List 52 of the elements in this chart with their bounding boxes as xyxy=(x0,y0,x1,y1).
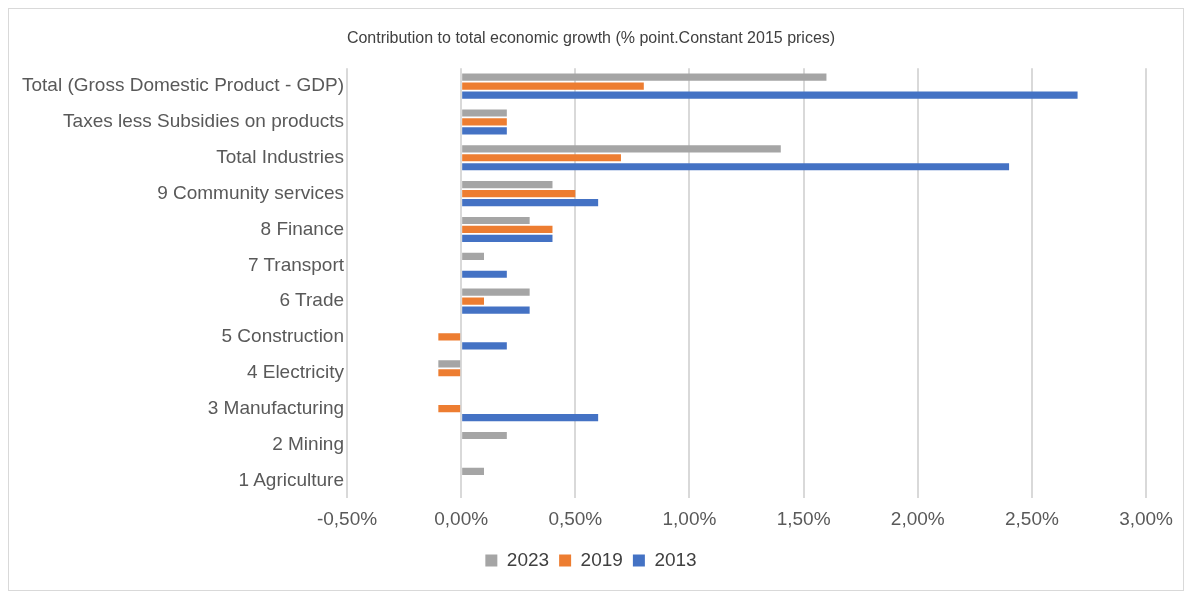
y-tick-label: 7 Transport xyxy=(247,253,345,275)
bar xyxy=(462,91,1078,99)
bar xyxy=(438,405,461,413)
bar xyxy=(438,369,461,377)
bar xyxy=(462,288,530,296)
y-tick-label: Total (Gross Domestic Product - GDP) xyxy=(21,74,345,96)
bar xyxy=(462,225,553,234)
legend-label: 2013 xyxy=(654,548,697,570)
bar xyxy=(462,270,507,278)
bar xyxy=(462,297,484,305)
y-tick-label: 4 Electricity xyxy=(246,361,345,383)
x-tick-label: 2,50% xyxy=(1004,507,1059,529)
bar xyxy=(462,198,599,207)
x-tick-label: 0,50% xyxy=(548,507,603,529)
legend-label: 2023 xyxy=(506,548,550,570)
bar xyxy=(438,333,461,341)
bar xyxy=(438,360,461,368)
bar xyxy=(462,163,1010,171)
bar xyxy=(462,413,599,422)
y-tick-label: 2 Mining xyxy=(272,432,345,454)
x-tick-label: 0,00% xyxy=(434,507,489,529)
y-tick-label: 8 Finance xyxy=(260,217,345,239)
bar xyxy=(462,306,530,314)
y-tick-label: 1 Agriculture xyxy=(238,468,345,490)
bar xyxy=(462,118,507,126)
x-tick-label: 1,50% xyxy=(776,507,831,529)
bar xyxy=(462,73,827,81)
bar xyxy=(462,190,576,198)
bar xyxy=(462,154,621,162)
chart-title: Contribution to total economic growth (% point.Constant 2015 prices) xyxy=(346,29,836,47)
bar xyxy=(462,234,553,242)
legend-label: 2019 xyxy=(580,548,623,570)
y-tick-label: 3 Manufacturing xyxy=(207,396,345,418)
bar xyxy=(462,127,507,135)
y-tick-label: 9 Community services xyxy=(157,181,345,203)
y-tick-label: Taxes less Subsidies on products xyxy=(63,110,345,132)
bar xyxy=(462,216,530,225)
y-tick-label: Total Industries xyxy=(216,146,345,168)
y-tick-label: 5 Construction xyxy=(221,325,345,347)
bar xyxy=(462,82,644,90)
y-tick-label: 6 Trade xyxy=(279,289,345,311)
bar xyxy=(462,252,484,260)
x-tick-label: -0,50% xyxy=(316,507,378,529)
bar xyxy=(462,431,507,440)
x-tick-label: 3,00% xyxy=(1119,507,1174,529)
bar xyxy=(462,467,484,475)
x-tick-label: 1,00% xyxy=(662,507,717,529)
x-tick-label: 2,00% xyxy=(890,507,945,529)
bar xyxy=(462,181,553,189)
bar xyxy=(462,342,507,350)
bar xyxy=(462,109,507,117)
bar xyxy=(462,145,781,153)
